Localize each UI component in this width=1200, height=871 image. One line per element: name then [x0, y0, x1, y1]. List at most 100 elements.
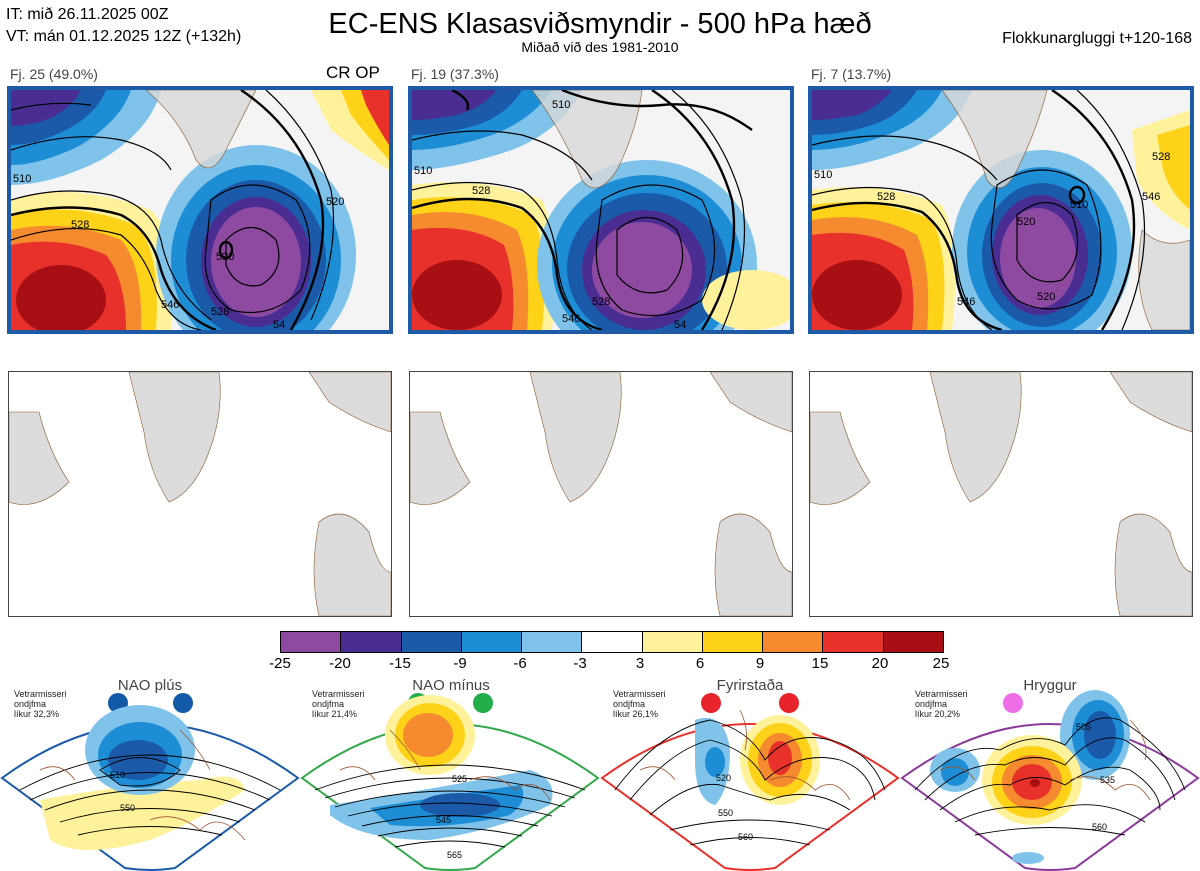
contour-label: 546	[957, 296, 975, 308]
regime-1-map: 510 550	[0, 693, 300, 871]
regime-1-info: Vetrarmisseri ondjfma líkur 32,3%	[14, 689, 67, 719]
contour-label: 546	[161, 299, 179, 311]
colorbar-swatch	[581, 632, 642, 652]
regime-season: Vetrarmisseri	[613, 689, 666, 699]
regime-probability: líkur 26,1%	[613, 709, 659, 719]
contour-label: 535	[1100, 775, 1115, 785]
contour-label: 520	[1037, 291, 1055, 303]
regime-season: Vetrarmisseri	[312, 689, 365, 699]
contour-label: 520	[326, 196, 344, 208]
contour-label: 510	[13, 173, 31, 185]
empty-map-1-svg	[9, 372, 391, 616]
regime-probability: líkur 21,4%	[312, 709, 358, 719]
colorbar-tick: -3	[573, 655, 587, 672]
contour-label: 510	[414, 165, 432, 177]
contour-label: 546	[562, 313, 580, 325]
contour-label: 565	[447, 850, 462, 860]
cluster-map-1-svg: 510 528 546 520 528 520 54	[11, 90, 389, 330]
contour-label: 520	[716, 773, 731, 783]
regime-type: ondjfma	[613, 699, 646, 709]
contour-label: 546	[1142, 191, 1160, 203]
cluster-map-2[interactable]: 510 528 546 528 510 54	[408, 86, 794, 334]
contour-label: 528	[71, 219, 89, 231]
colorbar-tick: 3	[635, 655, 645, 672]
regime-2-info: Vetrarmisseri ondjfma líkur 21,4%	[312, 689, 365, 719]
colorbar	[280, 631, 944, 653]
contour-label: 528	[877, 191, 895, 203]
colorbar-swatch	[521, 632, 582, 652]
colorbar-swatch	[701, 632, 763, 652]
empty-map-2[interactable]	[409, 371, 793, 617]
cluster-map-3-svg: 510 528 546 520 520 510 528 546	[812, 90, 1190, 330]
empty-map-2-svg	[410, 372, 792, 616]
regime-type: ondjfma	[312, 699, 345, 709]
cluster-1-label: Fj. 25 (49.0%)	[10, 66, 98, 82]
regime-dot	[701, 693, 721, 713]
contour-label: 550	[718, 808, 733, 818]
colorbar-tick: 25	[932, 655, 950, 672]
regime-season: Vetrarmisseri	[915, 689, 968, 699]
empty-map-3-svg	[810, 372, 1192, 616]
regime-4-map: 505 535 560	[900, 690, 1200, 871]
cluster-map-3[interactable]: 510 528 546 520 520 510 528 546	[808, 86, 1194, 334]
contour-label: 560	[1092, 822, 1107, 832]
regime-dot	[173, 693, 193, 713]
classification-window: Flokkunargluggi t+120-168	[1002, 30, 1192, 47]
contour-label: 510	[110, 770, 125, 780]
colorbar-tick: 20	[871, 655, 889, 672]
colorbar-tick: 6	[695, 655, 705, 672]
regime-4-info: Vetrarmisseri ondjfma líkur 20,2%	[915, 689, 968, 719]
contour-label: 510	[552, 99, 570, 111]
contour-label: 528	[1152, 151, 1170, 163]
regime-2-map: 525 545 565	[300, 693, 600, 871]
cluster-map-1[interactable]: 510 528 546 520 528 520 54	[7, 86, 393, 334]
colorbar-tick: 15	[811, 655, 829, 672]
contour-label: 520	[216, 251, 234, 263]
regime-4-title: Hryggur	[1023, 677, 1077, 694]
regime-probability: líkur 32,3%	[14, 709, 60, 719]
colorbar-swatch	[882, 632, 943, 652]
regime-dot	[779, 693, 799, 713]
regime-season: Vetrarmisseri	[14, 689, 67, 699]
colorbar-tick: -6	[513, 655, 527, 672]
contour-label: 545	[436, 815, 451, 825]
contour-label: 505	[1076, 722, 1091, 732]
colorbar-tick: -25	[269, 655, 291, 672]
colorbar-swatch	[762, 632, 823, 652]
cluster-1-tag: CR OP	[326, 63, 380, 82]
regime-1-title: NAO plús	[117, 677, 183, 694]
cluster-3-label: Fj. 7 (13.7%)	[811, 66, 892, 82]
valid-time: VT: mán 01.12.2025 12Z (+132h)	[6, 28, 242, 45]
header-times: IT: mið 26.11.2025 00Z VT: mán 01.12.202…	[6, 4, 241, 48]
empty-map-3[interactable]	[809, 371, 1193, 617]
contour-label: 54	[273, 319, 285, 330]
colorbar-swatch	[400, 632, 461, 652]
regime-3-title: Fyrirstaða	[716, 677, 784, 694]
colorbar-tick: -9	[453, 655, 467, 672]
contour-label: 520	[1017, 216, 1035, 228]
regime-2-title: NAO mínus	[412, 677, 490, 694]
colorbar-swatch	[460, 632, 522, 652]
colorbar-tick: 9	[755, 655, 765, 672]
regime-dot	[1003, 693, 1023, 713]
empty-map-1[interactable]	[8, 371, 392, 617]
contour-label: 528	[472, 185, 490, 197]
colorbar-swatch	[340, 632, 401, 652]
cluster-map-2-svg: 510 528 546 528 510 54	[412, 90, 790, 330]
regime-3-info: Vetrarmisseri ondjfma líkur 26,1%	[613, 689, 666, 719]
contour-label: 510	[1070, 199, 1088, 211]
contour-label: 550	[120, 803, 135, 813]
regime-3-map: 520 550 560	[600, 693, 900, 871]
contour-label: 510	[814, 169, 832, 181]
colorbar-swatch	[822, 632, 883, 652]
cluster-2-label: Fj. 19 (37.3%)	[411, 66, 499, 82]
contour-label: 528	[211, 306, 229, 318]
page-title: EC-ENS Klasasviðsmyndir - 500 hPa hæð	[328, 8, 872, 40]
initial-time: IT: mið 26.11.2025 00Z	[6, 6, 169, 23]
colorbar-swatch	[641, 632, 702, 652]
contour-label: 528	[592, 296, 610, 308]
regime-type: ondjfma	[14, 699, 47, 709]
colorbar-tick: -20	[329, 655, 351, 672]
contour-label: 54	[674, 319, 686, 330]
regime-type: ondjfma	[915, 699, 948, 709]
